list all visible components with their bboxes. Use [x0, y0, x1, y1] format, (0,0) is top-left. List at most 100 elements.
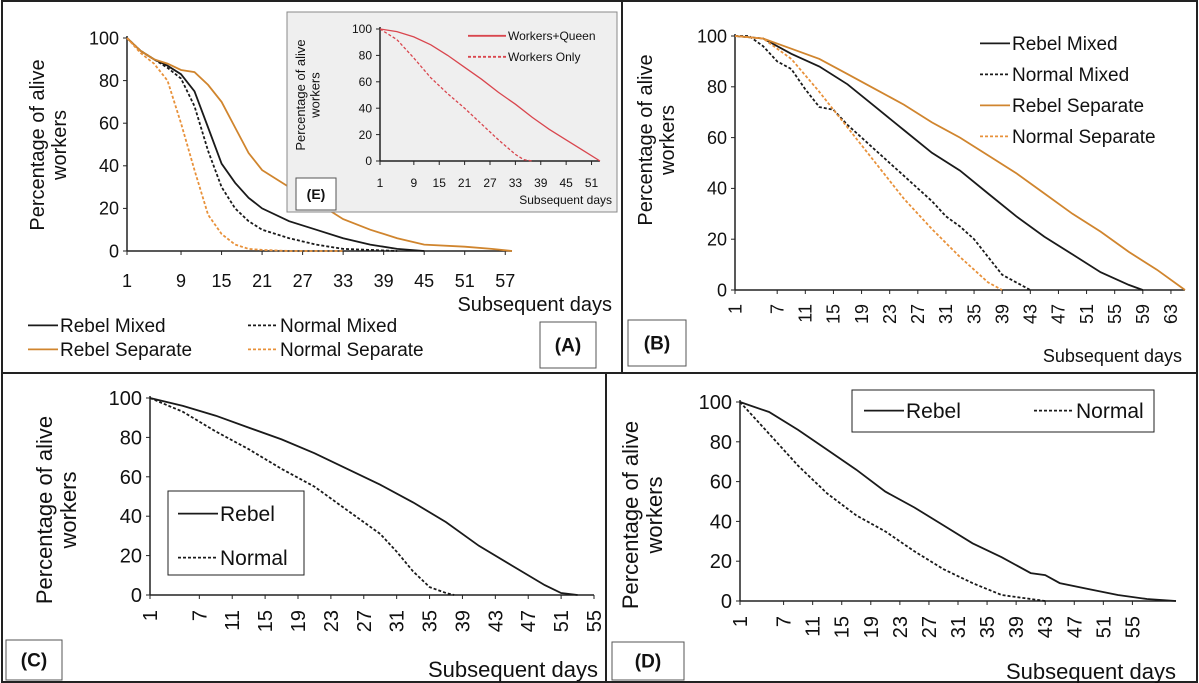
x-tick-label: 51 — [1077, 304, 1097, 324]
x-tick-label: 31 — [948, 616, 970, 638]
panel-label-box — [611, 641, 685, 681]
series-line-workers-queen — [379, 28, 601, 162]
x-tick-label: 43 — [485, 610, 507, 632]
x-tick-label: 27 — [354, 610, 376, 632]
inset-background — [286, 11, 618, 213]
x-tick-label: 19 — [852, 304, 872, 324]
series-line-normal — [149, 397, 455, 596]
x-tick-label: 9 — [411, 176, 418, 190]
y-axis-label-line: Percentage of alive — [32, 416, 57, 604]
x-tick-label: 1 — [730, 616, 752, 627]
y-axis-label: Percentage of alive workers — [27, 59, 71, 230]
x-tick-label: 39 — [992, 304, 1012, 324]
x-tick-label: 43 — [1021, 304, 1041, 324]
panel-label-box — [295, 177, 337, 211]
series-line-normal-mixed — [126, 37, 398, 252]
x-tick-label: 27 — [483, 176, 497, 190]
y-axis-label: Percentage of alive workers — [618, 421, 667, 609]
series-line-normal-separate — [734, 35, 1003, 291]
y-tick-label: 80 — [707, 77, 727, 97]
legend-entry-label: Normal — [1076, 400, 1144, 423]
legend-entry-label: Workers Only — [508, 50, 580, 64]
x-tick-label: 45 — [559, 176, 573, 190]
x-tick-label: 55 — [584, 610, 606, 632]
legend-entry-label: Normal — [220, 547, 288, 570]
legend: Rebel Normal — [167, 490, 305, 576]
y-tick-label: 20 — [707, 230, 727, 250]
series-line-rebel-mixed — [126, 37, 425, 252]
legend-box — [167, 490, 305, 576]
legend-entry-label: Normal Mixed — [1012, 65, 1129, 86]
y-axis-label-line: workers — [657, 105, 679, 176]
y-tick-label: 20 — [120, 546, 142, 568]
y-axis-label-line: workers — [56, 471, 81, 549]
y-tick-label: 60 — [99, 114, 119, 134]
legend-entry-label: Rebel Separate — [60, 340, 192, 361]
series-line-rebel-separate — [734, 35, 1186, 291]
legend-entry-label: Rebel Mixed — [60, 316, 166, 337]
x-tick-label: 47 — [1064, 616, 1086, 638]
y-tick-label: 80 — [359, 49, 373, 63]
x-tick-label: 59 — [1133, 304, 1153, 324]
x-tick-label: 11 — [803, 616, 825, 637]
x-tick-label: 7 — [774, 616, 796, 627]
x-tick-label: 9 — [176, 271, 186, 291]
x-tick-label: 55 — [1122, 616, 1144, 638]
legend: Rebel Mixed Normal Mixed Rebel Separate Nor… — [980, 34, 1156, 148]
y-axis-label: Percentage of alive workers — [635, 54, 679, 225]
panel-label: (A) — [555, 336, 581, 357]
x-tick-label: 51 — [585, 176, 599, 190]
panel-label-box — [627, 319, 687, 367]
y-tick-label: 100 — [699, 392, 732, 414]
panel-label: (E) — [307, 186, 326, 202]
y-tick-label: 40 — [359, 101, 373, 115]
y-axis-label-line: workers — [49, 110, 71, 181]
y-tick-label: 20 — [359, 128, 373, 142]
y-tick-label: 0 — [717, 280, 727, 300]
y-tick-label: 40 — [710, 511, 732, 533]
x-tick-label: 1 — [122, 271, 132, 291]
x-axis-label: Subsequent days — [1006, 659, 1176, 683]
panel-label: (C) — [21, 651, 47, 672]
legend-entry-label: Rebel Separate — [1012, 96, 1144, 117]
x-tick-label: 51 — [455, 271, 475, 291]
y-axis-label: Percentage of alive workers — [293, 39, 322, 150]
x-axis-label: Subsequent days — [428, 657, 598, 682]
chart-c: 0 20 40 60 80 100 1 7 11 15 19 23 27 31 35 39 43 47 51 55 Pe… — [5, 388, 606, 682]
x-tick-label: 31 — [936, 304, 956, 324]
chart-b: 0 20 40 60 80 100 1 7 11 15 19 23 27 31 35 39 43 47 51 55 59… — [627, 26, 1186, 367]
y-tick-label: 100 — [697, 26, 727, 46]
x-tick-label: 19 — [288, 610, 310, 632]
x-tick-label: 39 — [374, 271, 394, 291]
y-tick-label: 60 — [120, 467, 142, 489]
series-line-rebel — [739, 401, 1177, 602]
y-tick-label: 0 — [109, 241, 119, 261]
x-tick-label: 51 — [551, 610, 573, 632]
legend: Rebel Normal — [851, 389, 1155, 433]
legend-entry-label: Workers+Queen — [508, 29, 596, 43]
x-tick-label: 35 — [977, 616, 999, 638]
y-tick-label: 40 — [99, 156, 119, 176]
y-axis-label-line: Percentage of alive — [635, 54, 657, 225]
legend-entry-label: Normal Mixed — [280, 316, 397, 337]
x-tick-label: 21 — [458, 176, 472, 190]
y-tick-label: 60 — [707, 128, 727, 148]
x-tick-label: 23 — [890, 616, 912, 638]
x-tick-label: 27 — [293, 271, 313, 291]
y-tick-label: 40 — [707, 179, 727, 199]
series-line-normal-mixed — [735, 35, 1031, 291]
x-tick-label: 11 — [222, 610, 244, 631]
legend-entry-label: Normal Separate — [280, 340, 424, 361]
y-axis-label-line: Percentage of alive — [293, 39, 308, 150]
x-tick-label: 39 — [452, 610, 474, 632]
x-tick-label: 63 — [1161, 304, 1181, 324]
y-tick-label: 0 — [131, 585, 142, 607]
y-tick-label: 0 — [721, 591, 732, 613]
x-tick-label: 51 — [1093, 616, 1115, 638]
x-tick-label: 31 — [387, 610, 409, 632]
legend: Workers+Queen Workers Only — [468, 29, 596, 64]
x-tick-label: 7 — [189, 610, 211, 621]
x-tick-label: 7 — [767, 304, 787, 314]
chart-e: 0 20 40 60 80 100 1 9 15 21 27 33 39 45 51 Percentage o… — [286, 11, 618, 213]
